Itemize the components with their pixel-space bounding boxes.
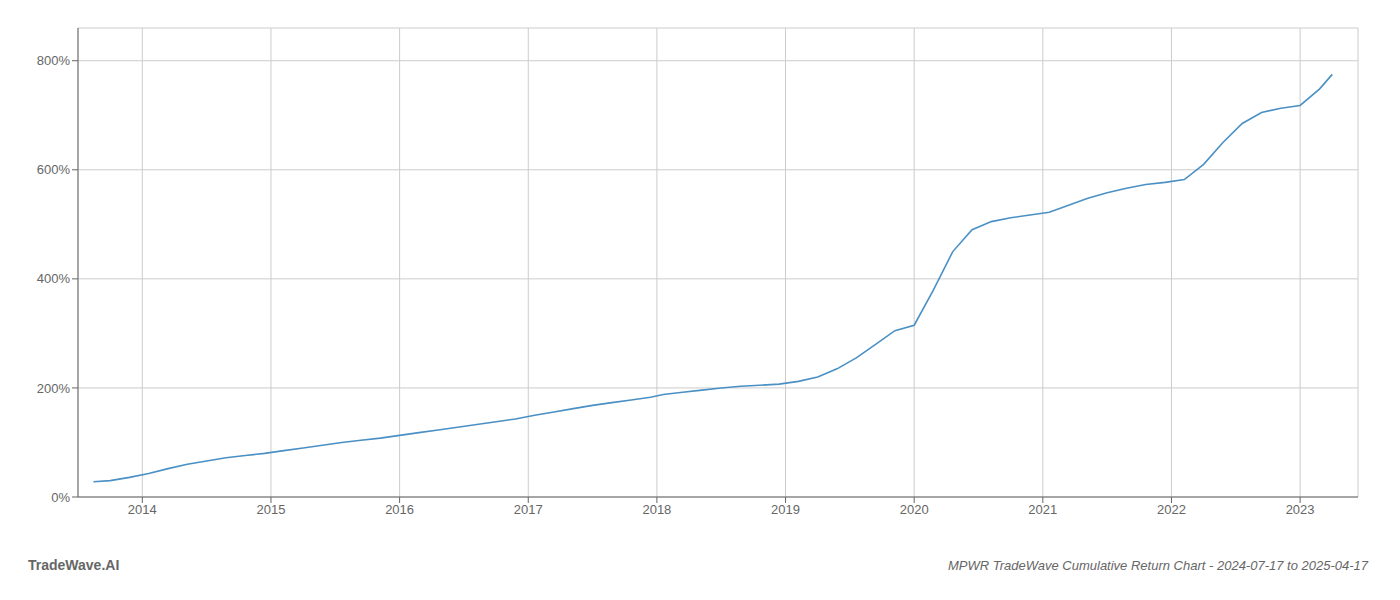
svg-text:2020: 2020	[900, 502, 929, 517]
svg-text:0%: 0%	[51, 490, 70, 505]
html-text:MPWR TradeWave Cumulative Retu: MPWR TradeWave Cumulative Return Chart -…	[948, 558, 1368, 573]
svg-text:2014: 2014	[128, 502, 157, 517]
svg-text:2015: 2015	[257, 502, 286, 517]
svg-text:2023: 2023	[1286, 502, 1315, 517]
svg-text:2017: 2017	[514, 502, 543, 517]
svg-text:2018: 2018	[642, 502, 671, 517]
svg-text:2019: 2019	[771, 502, 800, 517]
svg-text:2021: 2021	[1028, 502, 1057, 517]
svg-text:2016: 2016	[385, 502, 414, 517]
svg-text:200%: 200%	[37, 381, 71, 396]
svg-text:400%: 400%	[37, 271, 71, 286]
html-text:TradeWave.AI: TradeWave.AI	[28, 557, 120, 573]
svg-text:2022: 2022	[1157, 502, 1186, 517]
svg-text:600%: 600%	[37, 162, 71, 177]
svg-text:800%: 800%	[37, 53, 71, 68]
